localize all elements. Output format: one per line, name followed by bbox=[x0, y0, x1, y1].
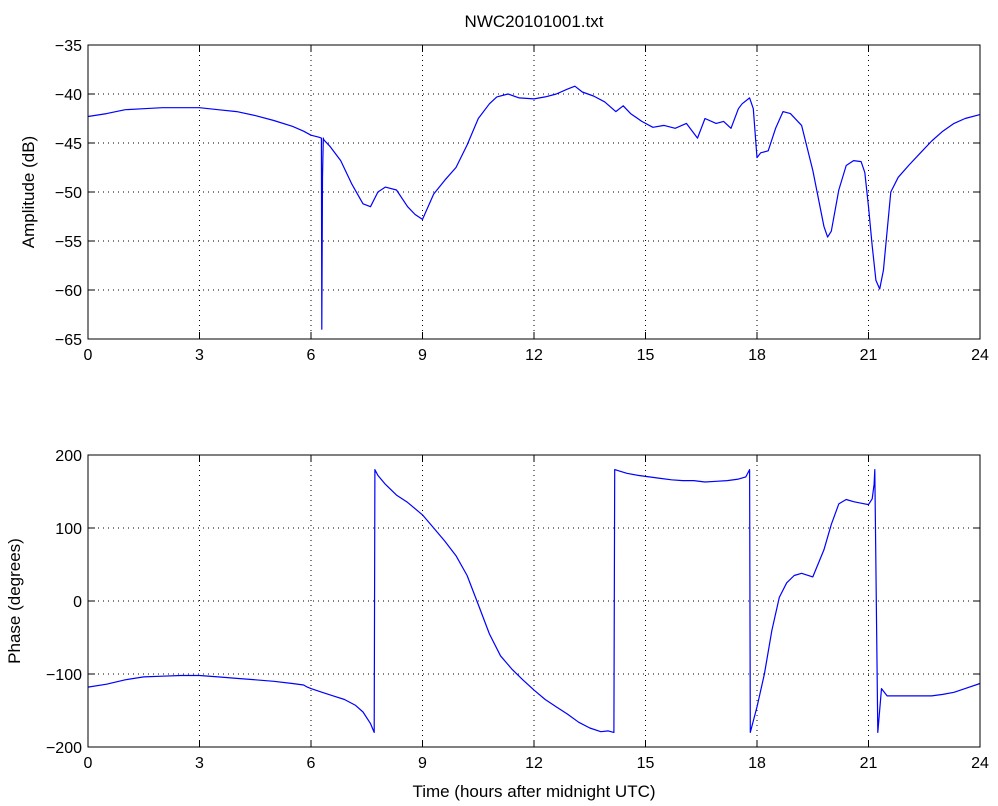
phase-y-tick-label: 200 bbox=[55, 448, 82, 465]
amplitude-grid bbox=[88, 45, 980, 339]
phase-ticks: 0 3 6 9 12 15 18 21 24 −200 −100 0 100 200 bbox=[46, 448, 989, 772]
amplitude-series-line bbox=[87, 85, 981, 330]
phase-subplot: 0 3 6 9 12 15 18 21 24 −200 −100 0 100 200 Phase (deg… bbox=[5, 448, 989, 801]
phase-y-tick-label: −200 bbox=[46, 740, 82, 757]
amplitude-x-tick-label: 0 bbox=[84, 347, 93, 364]
amplitude-y-tick-label: −35 bbox=[55, 38, 82, 55]
amplitude-y-tick-label: −55 bbox=[55, 234, 82, 251]
amplitude-y-tick-label: −40 bbox=[55, 87, 82, 104]
amplitude-x-tick-label: 3 bbox=[195, 347, 204, 364]
phase-x-tick-label: 0 bbox=[84, 755, 93, 772]
amplitude-y-tick-label: −50 bbox=[55, 185, 82, 202]
amplitude-y-tick-label: −60 bbox=[55, 283, 82, 300]
phase-y-tick-label: 100 bbox=[55, 521, 82, 538]
amplitude-x-tick-label: 21 bbox=[860, 347, 878, 364]
phase-series bbox=[87, 469, 981, 733]
phase-x-tick-label: 6 bbox=[307, 755, 316, 772]
amplitude-y-axis-label: Amplitude (dB) bbox=[19, 136, 38, 248]
amplitude-x-tick-label: 24 bbox=[971, 347, 989, 364]
phase-x-tick-label: 9 bbox=[418, 755, 427, 772]
phase-grid bbox=[88, 455, 980, 747]
amplitude-x-tick-label: 9 bbox=[418, 347, 427, 364]
phase-x-axis-label: Time (hours after midnight UTC) bbox=[412, 782, 655, 801]
amplitude-x-tick-label: 18 bbox=[748, 347, 766, 364]
amplitude-series bbox=[87, 85, 981, 330]
chart-title: NWC20101001.txt bbox=[465, 12, 604, 31]
phase-x-tick-label: 12 bbox=[525, 755, 543, 772]
phase-y-tick-label: −100 bbox=[46, 667, 82, 684]
amplitude-y-tick-label: −65 bbox=[55, 332, 82, 349]
amplitude-y-tick-label: −45 bbox=[55, 136, 82, 153]
phase-x-tick-label: 21 bbox=[860, 755, 878, 772]
phase-x-tick-label: 15 bbox=[637, 755, 655, 772]
amplitude-subplot: 0 3 6 9 12 15 18 21 24 −65 −60 −55 −50 −45 −40 −35 Ampl… bbox=[19, 38, 989, 364]
amplitude-x-tick-label: 12 bbox=[525, 347, 543, 364]
amplitude-x-tick-label: 6 bbox=[307, 347, 316, 364]
amplitude-x-tick-label: 15 bbox=[637, 347, 655, 364]
phase-x-tick-label: 18 bbox=[748, 755, 766, 772]
phase-x-tick-label: 24 bbox=[971, 755, 989, 772]
phase-y-axis-label: Phase (degrees) bbox=[5, 538, 24, 664]
phase-y-tick-label: 0 bbox=[73, 594, 82, 611]
phase-series-line bbox=[87, 469, 981, 733]
phase-x-tick-label: 3 bbox=[195, 755, 204, 772]
amplitude-ticks: 0 3 6 9 12 15 18 21 24 −65 −60 −55 −50 −45 −40 −35 bbox=[55, 38, 989, 364]
